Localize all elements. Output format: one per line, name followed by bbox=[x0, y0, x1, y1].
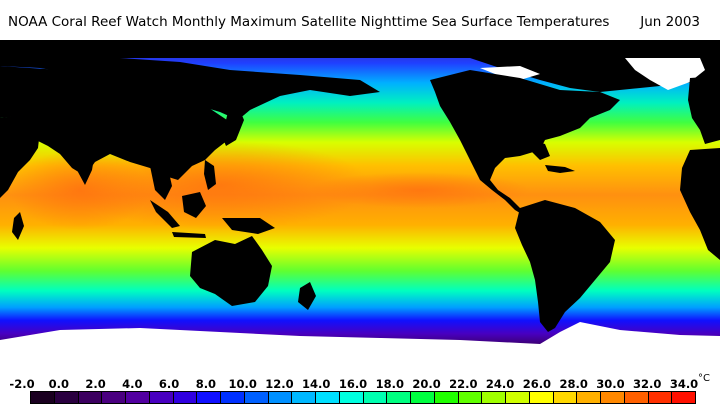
legend-swatch bbox=[672, 392, 695, 403]
legend-swatch bbox=[434, 392, 459, 403]
legend-tick-label: 34.0 bbox=[669, 377, 699, 391]
color-scale-bar bbox=[30, 391, 696, 404]
legend-tick-label: -2.0 bbox=[9, 377, 35, 391]
legend-tick-label: 16.0 bbox=[338, 377, 368, 391]
legend-tick-label: 24.0 bbox=[485, 377, 515, 391]
legend-swatch bbox=[458, 392, 483, 403]
legend-tick-label: 28.0 bbox=[559, 377, 588, 391]
antarctic-ice bbox=[0, 322, 720, 370]
legend-tick-label: 12.0 bbox=[265, 377, 294, 391]
map-title: NOAA Coral Reef Watch Monthly Maximum Sa… bbox=[8, 14, 610, 30]
legend-swatch bbox=[102, 392, 126, 403]
legend-swatch bbox=[624, 392, 649, 403]
legend-tick-label: 4.0 bbox=[122, 377, 143, 391]
legend-swatch bbox=[363, 392, 388, 403]
legend-swatch bbox=[648, 392, 673, 403]
new-guinea bbox=[222, 218, 275, 234]
arctic-land bbox=[0, 40, 720, 58]
legend-tick-label: 18.0 bbox=[375, 377, 404, 391]
legend-swatch bbox=[244, 392, 269, 403]
legend-tick-labels: -2.0 0.0 2.0 4.0 6.0 8.0 10.0 12.0 14.0 16.0 18.0 2… bbox=[0, 377, 720, 391]
legend-swatch bbox=[506, 392, 530, 403]
legend-tick-label: 2.0 bbox=[85, 377, 106, 391]
legend-swatch bbox=[268, 392, 293, 403]
new-zealand bbox=[298, 282, 316, 310]
sst-world-map bbox=[0, 40, 720, 370]
legend-swatch bbox=[173, 392, 198, 403]
legend-swatch bbox=[316, 392, 340, 403]
legend-swatch bbox=[149, 392, 174, 403]
legend-swatch bbox=[54, 392, 79, 403]
greenland-ice bbox=[625, 58, 705, 90]
legend-swatch bbox=[601, 392, 625, 403]
legend-tick-label: 6.0 bbox=[158, 377, 180, 391]
legend-swatch bbox=[482, 392, 506, 403]
philippines bbox=[204, 160, 216, 190]
asia-mainland bbox=[0, 66, 230, 180]
java bbox=[172, 232, 206, 238]
africa-west bbox=[680, 148, 720, 260]
legend-swatch bbox=[529, 392, 554, 403]
sumatra bbox=[150, 200, 180, 228]
africa-east bbox=[0, 114, 40, 198]
equatorial-pacific-warm-band bbox=[310, 172, 530, 208]
legend-swatch bbox=[411, 392, 435, 403]
legend-unit: °C bbox=[698, 373, 710, 384]
europe bbox=[688, 76, 720, 144]
siberia-landmass bbox=[0, 58, 380, 120]
map-title-bar: NOAA Coral Reef Watch Monthly Maximum Sa… bbox=[0, 0, 720, 38]
caribbean-islands bbox=[545, 165, 575, 173]
legend-swatch bbox=[553, 392, 578, 403]
madagascar bbox=[12, 212, 24, 240]
india bbox=[70, 152, 95, 185]
legend-tick-label: 10.0 bbox=[228, 377, 257, 391]
map-date: Jun 2003 bbox=[640, 14, 700, 30]
legend-swatch bbox=[292, 392, 316, 403]
japan bbox=[222, 106, 244, 146]
legend-tick-label: 30.0 bbox=[596, 377, 625, 391]
legend-swatch bbox=[78, 392, 103, 403]
indian-ocean-warm-area bbox=[10, 150, 150, 230]
legend-swatch bbox=[126, 392, 150, 403]
north-america bbox=[430, 70, 620, 216]
florida-caribbean bbox=[530, 140, 550, 160]
legend-swatch bbox=[577, 392, 601, 403]
legend-swatch bbox=[31, 392, 55, 403]
australia bbox=[190, 236, 272, 306]
legend-tick-label: 20.0 bbox=[412, 377, 441, 391]
south-america bbox=[515, 200, 615, 332]
indochina bbox=[150, 166, 172, 200]
legend-swatch bbox=[339, 392, 364, 403]
legend-swatch bbox=[387, 392, 411, 403]
borneo bbox=[182, 192, 206, 218]
legend-tick-label: 14.0 bbox=[302, 377, 331, 391]
legend-tick-label: 26.0 bbox=[522, 377, 552, 391]
legend-swatch bbox=[197, 392, 221, 403]
arctic-sea-ice bbox=[480, 66, 540, 80]
legend-tick-label: 0.0 bbox=[48, 377, 69, 391]
legend-swatch bbox=[221, 392, 245, 403]
legend-tick-label: 8.0 bbox=[195, 377, 217, 391]
legend-tick-label: 32.0 bbox=[633, 377, 662, 391]
legend-tick-label: 22.0 bbox=[449, 377, 478, 391]
